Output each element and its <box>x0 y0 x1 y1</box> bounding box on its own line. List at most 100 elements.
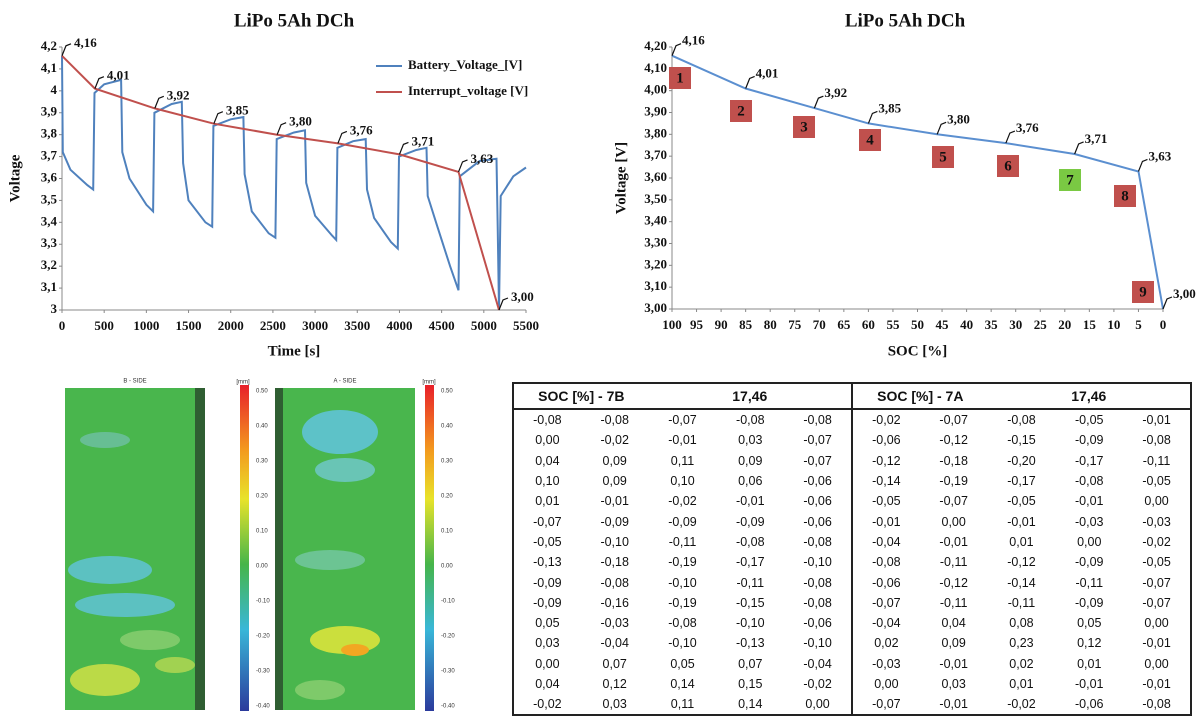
table-row: -0,13 -0,18 -0,19 -0,17 -0,10 -0,08 -0,11 -0,12… <box>513 552 1191 573</box>
data-label: 3,80 <box>289 114 312 129</box>
table-cell: -0,11 <box>1007 595 1036 610</box>
table-cell: -0,08 <box>736 413 765 428</box>
table-cell: 0,00 <box>784 694 853 716</box>
colorbar-tick: 0.50 <box>256 389 268 395</box>
table-cell: -0,11 <box>939 555 968 570</box>
table-cell: 0,08 <box>1009 616 1034 631</box>
x-tick-label: 5 <box>1135 317 1142 332</box>
y-tick-label: 3,90 <box>644 103 667 118</box>
table-cell: -0,01 <box>1142 677 1171 691</box>
series-line <box>671 54 1164 310</box>
table-cell: 0,05 <box>1077 616 1102 631</box>
x-tick-label: 4000 <box>386 318 412 333</box>
table-cell: -0,05 <box>1142 474 1171 489</box>
y-tick-label: 3,6 <box>41 169 58 184</box>
table-cell: -0,12 <box>872 453 901 468</box>
table-cell: 0,15 <box>738 677 763 691</box>
y-axis-label: Voltage [V] <box>613 142 629 214</box>
x-tick-label: 2000 <box>218 318 244 333</box>
y-tick-label: 3,7 <box>41 148 58 163</box>
table-cell: -0,20 <box>1007 453 1036 468</box>
table-cell: 0,00 <box>1077 534 1102 549</box>
table-cell: 0,03 <box>941 677 966 691</box>
data-table: SOC [%] - 7B 17,46 SOC [%] - 7A 17,46 -0,08-… <box>512 382 1192 716</box>
table-cell: -0,08 <box>872 555 901 570</box>
chart-title: LiPo 5Ah DCh <box>845 10 966 31</box>
annotation-box <box>932 146 954 168</box>
table-row: -0,09 -0,08 -0,10 -0,11 -0,08 -0,06 -0,12 -0,14… <box>513 572 1191 593</box>
table-cell: -0,03 <box>600 616 629 631</box>
x-tick-label: 10 <box>1107 317 1120 332</box>
data-label: 3,00 <box>1173 286 1196 301</box>
colorbar-tick: -0.10 <box>441 599 455 605</box>
y-tick-label: 4 <box>51 82 58 97</box>
table-cell: -0,02 <box>600 433 629 448</box>
table-cell: 0,00 <box>941 514 966 529</box>
table-cell: -0,09 <box>533 575 562 590</box>
table-cell: -0,11 <box>668 534 697 549</box>
colorbar-tick: -0.30 <box>256 669 270 675</box>
x-tick-label: 20 <box>1058 317 1071 332</box>
data-label: 4,01 <box>107 68 130 83</box>
x-tick-label: 45 <box>936 317 950 332</box>
table-cell: -0,19 <box>668 555 697 570</box>
table-cell: -0,07 <box>939 413 968 428</box>
y-tick-label: 4,1 <box>41 60 57 75</box>
table-cell: -0,17 <box>736 555 765 570</box>
table-cell: -0,08 <box>1007 413 1036 428</box>
table-cell: -0,03 <box>1142 514 1171 529</box>
y-tick-label: 3,60 <box>644 169 667 184</box>
colorbar-tick: 0.10 <box>256 529 268 535</box>
label-leader <box>813 95 824 109</box>
table-cell: -0,02 <box>668 494 697 509</box>
table-row: 0,00 0,07 0,05 0,07 -0,04 -0,03 -0,01 0,02 0,01 0… <box>513 653 1191 674</box>
data-label: 3,71 <box>1085 131 1108 146</box>
table-cell: -0,06 <box>784 491 853 512</box>
table-cell: -0,11 <box>736 575 765 590</box>
table-cell: -0,08 <box>1075 474 1104 489</box>
table-cell: -0,09 <box>533 595 562 610</box>
annotation-box <box>1059 169 1081 191</box>
data-label: 3,92 <box>167 87 190 102</box>
table-cell: -0,08 <box>668 616 697 631</box>
data-label: 3,80 <box>947 111 970 126</box>
table-cell: 0,10 <box>670 474 695 489</box>
table-cell: 0,03 <box>535 636 560 651</box>
table-cell: -0,10 <box>736 616 765 631</box>
panel-title: B - SIDE <box>123 379 146 385</box>
table-cell: 0,09 <box>602 474 627 489</box>
table-cell: 0,09 <box>602 453 627 468</box>
table-cell: -0,07 <box>784 450 853 471</box>
label-leader <box>213 111 224 124</box>
table-cell: -0,13 <box>736 636 765 651</box>
table-cell: -0,08 <box>784 409 853 431</box>
header-cell: 17,46 <box>987 383 1191 410</box>
x-tick-label: 3500 <box>344 318 370 333</box>
table-cell: -0,01 <box>600 494 629 509</box>
table-cell: 0,05 <box>535 616 560 631</box>
table-cell: -0,02 <box>872 413 901 428</box>
table-cell: 0,10 <box>535 474 560 489</box>
data-label: 4,16 <box>74 35 97 50</box>
data-label: 3,63 <box>471 151 494 166</box>
table-cell: -0,11 <box>1142 453 1171 468</box>
table-cell: 0,01 <box>535 494 560 509</box>
table-cell: -0,10 <box>668 575 697 590</box>
table-cell: -0,03 <box>1075 514 1104 529</box>
table-cell: -0,08 <box>736 534 765 549</box>
label-leader <box>867 110 878 124</box>
header-row: SOC [%] - 7B 17,46 SOC [%] - 7A 17,46 <box>513 383 1191 410</box>
y-tick-label: 4,00 <box>644 82 667 97</box>
data-label: 4,16 <box>682 33 705 48</box>
table-cell: -0,06 <box>784 612 853 634</box>
y-axis-label: Voltage <box>7 154 23 202</box>
x-tick-label: 500 <box>94 318 114 333</box>
table-cell: 0,04 <box>535 453 560 468</box>
label-leader <box>498 297 509 311</box>
table-cell: -0,06 <box>784 511 853 532</box>
table-row: 0,10 0,09 0,10 0,06 -0,06 -0,14 -0,19 -0,17 -0,0… <box>513 470 1191 492</box>
x-tick-label: 50 <box>911 317 924 332</box>
label-leader <box>94 76 105 89</box>
table-row: -0,05 -0,10 -0,11 -0,08 -0,08 -0,04 -0,01 0,01 0… <box>513 531 1191 553</box>
